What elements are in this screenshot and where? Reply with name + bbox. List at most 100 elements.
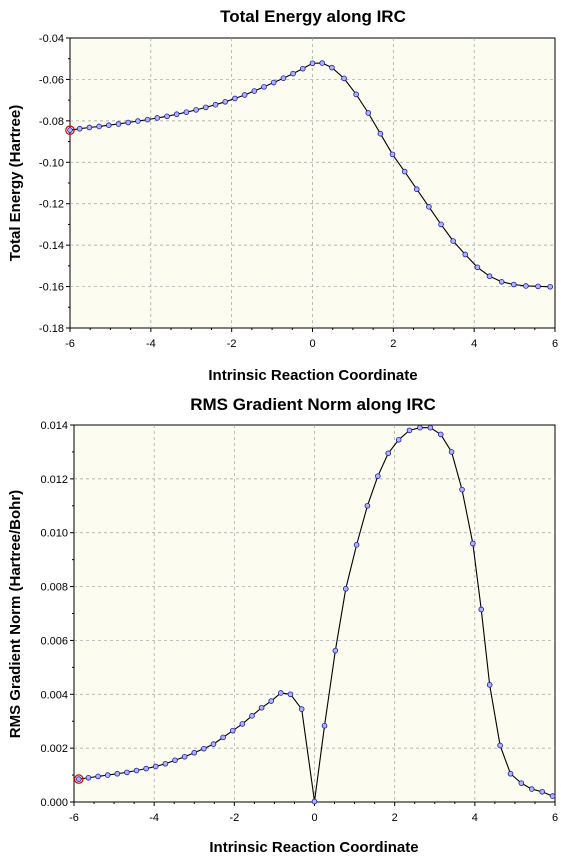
gradient-y-tick-label: 0.004: [40, 689, 68, 701]
gradient-data-point: [364, 502, 371, 509]
energy-y-tick-label: -0.16: [39, 282, 64, 294]
gradient-data-point: [497, 742, 503, 749]
energy-data-point: [115, 121, 122, 127]
energy-data-point: [203, 104, 209, 111]
energy-data-point: [280, 75, 287, 81]
gradient-chart-title: RMS Gradient Norm along IRC: [190, 395, 436, 414]
gradient-x-tick-label: 6: [552, 812, 558, 824]
gradient-data-point: [181, 753, 188, 760]
gradient-y-tick-label: 0.000: [40, 797, 68, 809]
energy-data-point: [353, 91, 359, 98]
gradient-y-tick-label: 0.014: [40, 420, 68, 432]
gradient-data-point: [249, 713, 255, 719]
gradient-data-point: [478, 606, 485, 613]
energy-data-point: [154, 115, 161, 121]
gradient-data-point: [133, 767, 140, 774]
energy-data-point: [365, 110, 372, 116]
gradient-data-point: [549, 793, 556, 799]
gradient-y-tick-label: 0.008: [40, 582, 68, 594]
energy-data-point: [510, 281, 517, 288]
gradient-current-point-marker: [74, 774, 84, 784]
gradient-data-point: [278, 690, 284, 696]
energy-data-point: [270, 79, 277, 86]
gradient-x-tick-label: -2: [229, 812, 239, 824]
gradient-data-point: [507, 770, 514, 777]
energy-gridlines: [70, 38, 555, 328]
energy-data-point: [389, 151, 396, 158]
energy-y-tick-label: -0.12: [39, 199, 64, 211]
gradient-data-point: [342, 585, 349, 592]
gradient-y-axis-label: RMS Gradient Norm (Hartree/Bohr): [7, 490, 24, 738]
energy-data-point: [125, 119, 131, 126]
energy-x-tick-label: -2: [227, 338, 237, 350]
gradient-data-point: [395, 437, 402, 443]
gradient-data-point: [353, 542, 360, 548]
gradient-data-point: [268, 698, 275, 704]
gradient-x-tick-label: 0: [311, 812, 317, 824]
energy-data-point: [96, 123, 102, 130]
gradient-data-point: [298, 706, 305, 712]
gradient-series: [74, 424, 556, 805]
gradient-data-point: [486, 682, 493, 688]
gradient-y-tick-label: 0.010: [40, 528, 68, 540]
gradient-gridlines: [74, 425, 555, 802]
energy-y-tick-label: -0.04: [39, 33, 64, 45]
energy-data-point: [462, 251, 469, 258]
gradient-x-tick-label: 4: [472, 812, 478, 824]
energy-x-axis-label: Intrinsic Reaction Coordinate: [208, 367, 417, 384]
gradient-data-point: [470, 540, 476, 547]
energy-y-tick-label: -0.10: [39, 157, 64, 169]
energy-data-point: [523, 283, 529, 289]
energy-data-point: [486, 273, 493, 280]
gradient-data-point: [76, 776, 82, 782]
gradient-data-point: [258, 704, 265, 711]
gradient-data-point: [172, 757, 178, 764]
energy-data-point: [319, 60, 326, 66]
gradient-data-point: [287, 691, 294, 698]
energy-data-point: [144, 116, 151, 123]
gradient-data-point: [321, 722, 328, 729]
energy-data-point: [232, 95, 238, 102]
gradient-data-point: [210, 741, 217, 747]
gradient-y-tick-label: 0.002: [40, 743, 68, 755]
energy-data-point: [135, 118, 141, 124]
energy-data-point: [498, 279, 505, 285]
gradient-data-point: [85, 774, 92, 781]
gradient-data-point: [459, 486, 465, 493]
gradient-x-tick-label: -4: [149, 812, 159, 824]
energy-data-point: [377, 130, 384, 137]
gradient-data-point: [95, 773, 101, 780]
energy-data-point: [212, 101, 219, 108]
energy-data-point: [299, 65, 306, 72]
energy-data-point: [222, 99, 229, 105]
gradient-chart: RMS Gradient Norm along IRC -6 -4 -2 0 2 4 6 0.…: [7, 395, 558, 856]
gradient-y-tick-label: 0.012: [40, 474, 68, 486]
gradient-data-point: [406, 427, 413, 434]
energy-series: [65, 60, 553, 290]
energy-data-point: [547, 283, 553, 290]
energy-data-point: [183, 109, 190, 115]
gradient-data-point: [437, 431, 444, 438]
energy-data-point: [450, 238, 456, 244]
energy-data-point: [426, 204, 432, 210]
energy-data-point: [76, 125, 83, 132]
energy-x-tick-label: 2: [390, 338, 396, 350]
energy-chart-title: Total Energy along IRC: [220, 7, 406, 26]
gradient-data-point: [427, 424, 434, 431]
energy-y-tick-label: -0.08: [39, 116, 64, 128]
gradient-data-point: [311, 798, 318, 805]
energy-y-tick-label: -0.14: [39, 240, 64, 252]
gradient-y-tick-label: 0.006: [40, 635, 68, 647]
gradient-data-point: [385, 450, 392, 457]
gradient-data-point: [201, 745, 207, 752]
energy-data-point: [241, 92, 248, 98]
energy-x-tick-label: 0: [309, 338, 315, 350]
energy-x-tick-label: 6: [552, 338, 558, 350]
energy-data-point: [309, 60, 316, 67]
gradient-data-point: [239, 721, 246, 727]
gradient-data-point: [528, 786, 535, 792]
energy-data-point: [413, 186, 420, 193]
energy-data-point: [341, 75, 347, 82]
gradient-x-axis-label: Intrinsic Reaction Coordinate: [209, 839, 418, 856]
energy-data-point: [474, 264, 481, 271]
